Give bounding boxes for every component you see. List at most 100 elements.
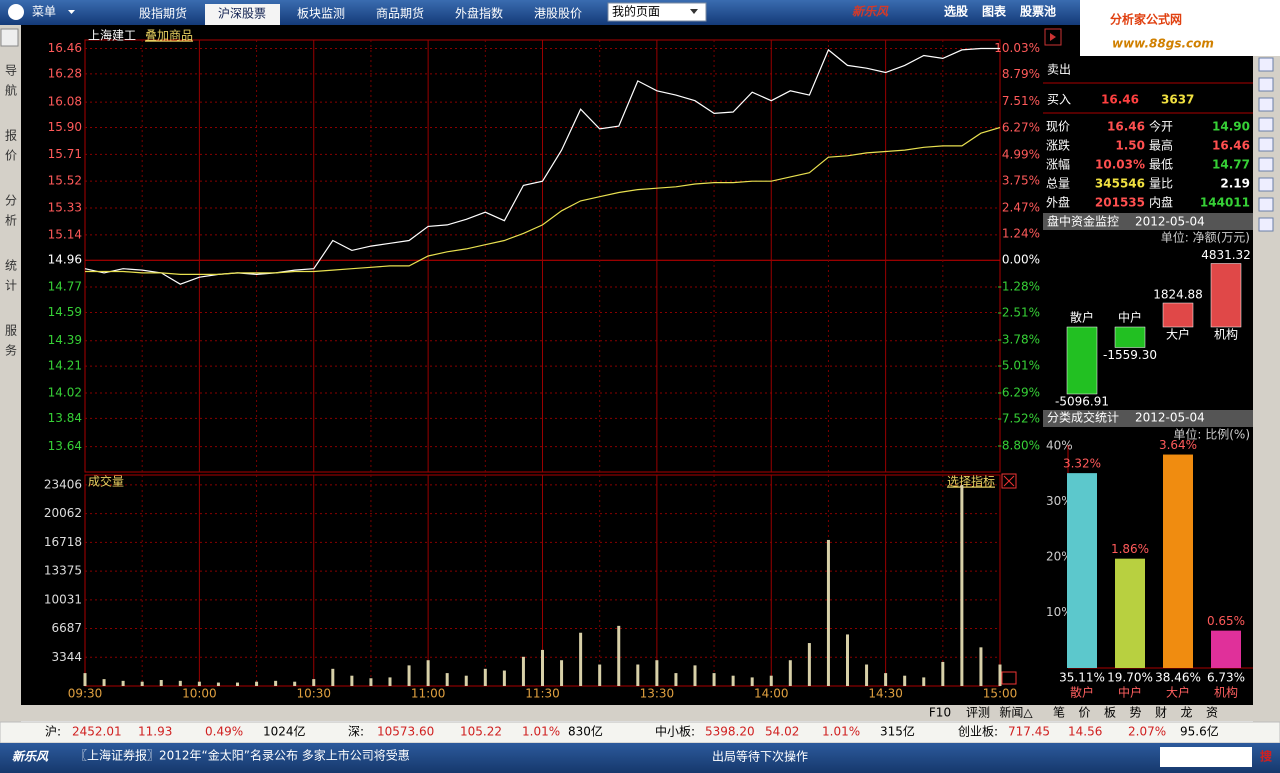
deal-value-label: 6.73% [1207,671,1245,685]
overlay-link[interactable]: 叠加商品 [145,28,193,43]
market-value: 2.07% [1128,725,1166,739]
y-tick-label: 14.02 [48,385,82,399]
menu-tab[interactable]: 板块监测 [297,7,345,21]
volume-bar [617,625,621,686]
tool-icon[interactable] [1258,77,1274,92]
menu-tab[interactable]: 港股股价 [534,7,582,21]
quote-value: 201535 [1095,196,1145,210]
market-name: 深: [348,725,364,739]
tool-icon[interactable] [1258,217,1274,232]
volume-bar [350,675,354,686]
y-tick-label: 16.46 [48,41,82,55]
deal-category: 散户 [1070,685,1094,700]
menu-tab[interactable]: 商品期货 [376,6,424,21]
fund-value-label: 1824.88 [1153,288,1203,302]
panel-tab[interactable]: 财 [1155,706,1167,720]
tool-icon[interactable] [1258,97,1274,112]
market-value: 95.6亿 [1180,724,1219,739]
volume-bar [121,680,125,686]
y2-tick-label: -1.28% [998,280,1040,294]
search-button[interactable]: 搜 [1260,749,1273,764]
market-name: 创业板: [958,725,998,739]
volume-tick-label: 23406 [44,477,82,491]
volume-bar [922,677,926,686]
market-value: 2452.01 [72,725,122,739]
panel-tab[interactable]: 势 [1129,706,1141,720]
y-tick-label: 15.33 [48,201,82,215]
volume-title: 成交量 [88,474,124,489]
menu-tab[interactable]: 沪深股票 [218,7,266,21]
volume-bar [998,664,1002,686]
market-value: 54.02 [765,725,799,739]
page-select-box[interactable] [607,2,707,22]
y2-tick-label: 7.51% [1002,94,1040,108]
volume-bar [807,643,811,686]
sidebar-item[interactable]: 导航 [4,64,18,104]
menu-link[interactable]: 选股 [944,4,969,19]
deal-title: 分类成交统计 [1047,410,1119,425]
panel-tab[interactable]: 价 [1078,706,1090,720]
close-indicator[interactable] [1001,473,1017,489]
y2-tick-label: 10.03% [994,41,1040,55]
tool-icon[interactable] [1258,137,1274,152]
page-select[interactable]: 我的页面 [612,4,660,19]
volume-bar [846,634,849,686]
volume-bar [865,664,869,686]
toolbar-button[interactable]: 新闻△ [999,705,1033,720]
menu-tab[interactable]: 外盘指数 [455,6,503,21]
deal-bar [1211,630,1241,668]
panel-tab[interactable]: 笔 [1053,705,1065,720]
fund-category: 大户 [1166,327,1190,342]
volume-bar [83,673,87,686]
volume-bar [178,680,182,686]
quote-label: 涨幅 [1046,157,1070,172]
indicator-link[interactable]: 选择指标 [947,474,995,489]
tool-icon[interactable] [1258,177,1274,192]
volume-bar [941,661,945,686]
x-tick-label: 10:30 [296,687,331,701]
news-ticker[interactable]: 〖上海证券报〗2012年“金太阳”名录公布 多家上市公司将受惠 [75,748,410,763]
panel-tab[interactable]: 资 [1206,706,1218,720]
menu-arrow [68,10,75,14]
menu-button[interactable]: 菜单 [32,5,56,19]
status-message: 出局等待下次操作 [712,749,808,764]
deal-bar [1115,558,1145,668]
y-tick-label: 14.77 [48,280,82,294]
scroll-button[interactable] [1001,671,1017,685]
search-box[interactable] [1160,747,1252,767]
x-tick-label: 11:00 [411,687,446,701]
tool-icon[interactable] [1258,157,1274,172]
panel-tab[interactable]: 板 [1104,706,1116,720]
deal-header [1043,410,1253,427]
tool-icon[interactable] [1258,117,1274,132]
fund-category: 机构 [1214,327,1238,342]
menu-link[interactable]: 图表 [982,4,1007,19]
volume-bar [464,675,468,686]
panel-tab[interactable]: 龙 [1180,706,1192,720]
toolbar-button[interactable]: F10 [929,706,951,720]
menu-tab[interactable]: 股指期货 [139,6,187,21]
expand-button[interactable] [1044,28,1062,46]
deal-tick-label: 10% [1046,605,1073,619]
sidebar-item[interactable]: 分析 [4,194,18,234]
y-tick-label: 16.08 [48,95,82,109]
quote-value: 345546 [1095,177,1145,191]
volume-bar [826,539,830,686]
fund-value-label: -1559.30 [1103,348,1157,362]
volume-tick-label: 20062 [44,506,82,520]
fund-value-label: 4831.32 [1201,248,1251,262]
y2-tick-label: -3.78% [998,333,1040,347]
collapse-button[interactable] [0,28,19,47]
stock-name: 上海建工 [88,28,136,43]
deal-category: 机构 [1214,685,1238,700]
sidebar-item[interactable]: 统计 [4,259,18,299]
x-tick-label: 14:30 [868,687,903,701]
menu-link[interactable]: 股票池 [1020,4,1056,19]
sidebar-item[interactable]: 报价 [4,128,18,169]
toolbar-button[interactable]: 评测 [966,706,990,720]
market-value: 1.01% [822,725,860,739]
tool-icon[interactable] [1258,197,1274,212]
tool-icon[interactable] [1258,57,1274,72]
y-tick-label: 15.14 [48,227,82,241]
sidebar-item[interactable]: 服务 [4,324,18,364]
